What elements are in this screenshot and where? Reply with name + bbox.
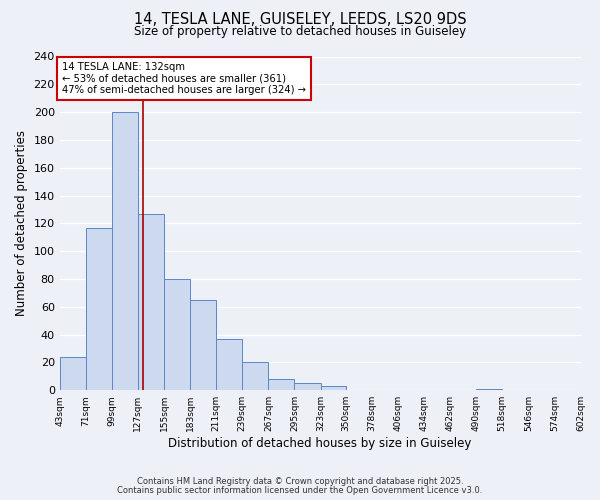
Text: Contains public sector information licensed under the Open Government Licence v3: Contains public sector information licen…: [118, 486, 482, 495]
Text: Contains HM Land Registry data © Crown copyright and database right 2025.: Contains HM Land Registry data © Crown c…: [137, 477, 463, 486]
Text: 14, TESLA LANE, GUISELEY, LEEDS, LS20 9DS: 14, TESLA LANE, GUISELEY, LEEDS, LS20 9D…: [134, 12, 466, 28]
Bar: [295, 384, 320, 390]
Bar: [138, 214, 164, 390]
Bar: [476, 389, 502, 390]
Bar: [216, 339, 242, 390]
Bar: [190, 300, 216, 390]
Text: 14 TESLA LANE: 132sqm
← 53% of detached houses are smaller (361)
47% of semi-det: 14 TESLA LANE: 132sqm ← 53% of detached …: [62, 62, 305, 96]
Bar: [86, 228, 112, 390]
Text: Size of property relative to detached houses in Guiseley: Size of property relative to detached ho…: [134, 25, 466, 38]
Bar: [242, 362, 268, 390]
Y-axis label: Number of detached properties: Number of detached properties: [15, 130, 28, 316]
Bar: [59, 357, 86, 390]
Bar: [320, 386, 346, 390]
Bar: [268, 379, 295, 390]
Bar: [164, 279, 190, 390]
X-axis label: Distribution of detached houses by size in Guiseley: Distribution of detached houses by size …: [169, 437, 472, 450]
Bar: [112, 112, 138, 390]
